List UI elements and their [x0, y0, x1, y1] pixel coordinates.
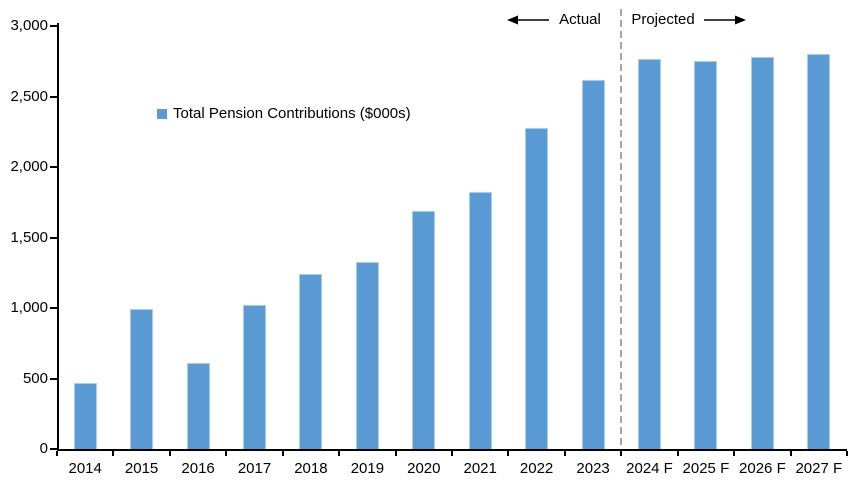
bar-2027-f — [807, 53, 831, 449]
x-axis-tick — [225, 451, 228, 456]
y-axis-label: 1,500 — [10, 228, 48, 246]
x-axis-tick — [451, 451, 453, 456]
x-axis-tick — [676, 451, 679, 456]
x-axis-label: 2026 F — [739, 460, 786, 477]
y-axis-line — [57, 23, 59, 451]
bar-2023 — [581, 79, 605, 449]
x-axis-label: 2018 — [294, 460, 328, 477]
x-axis-label: 2017 — [237, 460, 272, 477]
y-axis-tick — [50, 448, 57, 450]
x-axis-tick — [281, 451, 284, 456]
plot-area — [50, 23, 848, 456]
actual-left-arrow-icon — [507, 15, 549, 25]
x-axis-label: 2015 — [124, 460, 159, 477]
x-axis-tick — [846, 451, 848, 456]
x-axis-label: 2020 — [407, 460, 441, 477]
x-axis-tick — [563, 451, 566, 456]
x-axis-tick — [394, 451, 397, 456]
y-axis-label: 3,000 — [10, 17, 48, 34]
y-axis-tick — [50, 166, 57, 168]
legend: Total Pension Contributions ($000s) — [157, 105, 411, 122]
x-axis-tick — [733, 451, 736, 456]
legend-label: Total Pension Contributions ($000s) — [173, 105, 411, 122]
y-axis-tick — [50, 307, 57, 309]
y-axis-label: 2,500 — [10, 87, 48, 105]
x-axis-tick — [56, 451, 58, 456]
projected-label: Projected — [631, 11, 695, 28]
x-axis-label: 2025 F — [682, 460, 730, 477]
y-axis-labels: 0 500 1,000 1,500 2,000 2,500 3,000 — [0, 0, 48, 495]
x-axis-tick — [507, 451, 510, 456]
y-axis-tick — [50, 25, 57, 27]
bar-2025-f — [694, 60, 718, 449]
x-axis-label: 2014 — [68, 460, 102, 477]
projected-right-arrow-icon — [704, 15, 746, 25]
bar-2026-f — [750, 57, 774, 449]
bar-2022 — [525, 127, 549, 449]
bar-2021 — [468, 192, 492, 449]
bar-2017 — [243, 305, 266, 449]
x-axis-tick — [338, 451, 341, 456]
y-axis-tick — [50, 377, 57, 380]
x-axis-label: 2019 — [350, 460, 385, 477]
y-axis-label: 0 — [39, 440, 48, 457]
x-axis-tick — [112, 451, 115, 456]
x-axis-label: 2022 — [519, 460, 554, 477]
bar-2024-f — [638, 59, 661, 449]
bar-2014 — [73, 382, 97, 449]
x-axis-tick — [620, 451, 623, 456]
actual-label: Actual — [559, 11, 601, 28]
y-axis-tick — [50, 236, 57, 239]
x-axis-label: 2024 F — [626, 460, 673, 477]
bar-2020 — [412, 211, 436, 449]
x-axis-line — [57, 449, 847, 451]
bar-2016 — [186, 363, 210, 449]
bar-2018 — [299, 274, 323, 449]
x-axis-label: 2027 F — [795, 460, 843, 477]
x-axis-label: 2021 — [463, 460, 497, 477]
bar-2015 — [130, 308, 154, 449]
actual-projected-divider — [620, 9, 623, 449]
y-axis-label: 1,000 — [10, 299, 48, 316]
y-axis-label: 2,000 — [10, 158, 48, 175]
bar-2019 — [355, 262, 379, 449]
y-axis-label: 500 — [22, 369, 48, 387]
legend-marker-icon — [157, 109, 167, 119]
x-axis-label: 2023 — [576, 460, 610, 477]
x-axis-tick — [789, 451, 792, 456]
x-axis-label: 2016 — [181, 460, 215, 477]
x-axis-tick — [168, 451, 171, 456]
y-axis-tick — [50, 95, 57, 98]
